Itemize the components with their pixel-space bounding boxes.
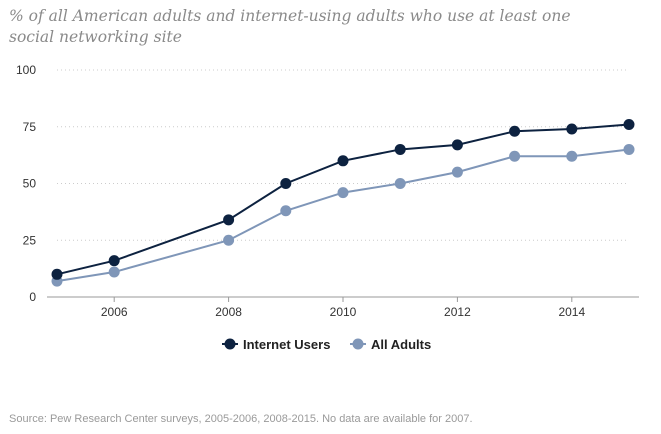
data-point-all-adults-2008 <box>223 234 235 246</box>
data-point-internet-users-2005 <box>51 268 63 280</box>
data-point-all-adults-2010 <box>337 187 349 199</box>
y-tick-label-100: 100 <box>16 63 36 77</box>
data-point-internet-users-2006 <box>108 255 120 267</box>
data-point-all-adults-2011 <box>394 178 406 189</box>
data-point-all-adults-2006 <box>108 266 120 278</box>
data-point-internet-users-2011 <box>394 143 406 155</box>
data-point-all-adults-2014 <box>566 150 578 162</box>
y-axis-ticks: 0 25 50 75 100 <box>16 63 36 304</box>
x-tick-label-2010: 2010 <box>330 305 357 319</box>
legend-marker-internet-users <box>224 338 236 350</box>
y-tick-label-0: 0 <box>29 290 36 304</box>
source-note: Source: Pew Research Center surveys, 200… <box>9 413 473 425</box>
x-axis-ticks: 2006 2008 2010 2012 2014 <box>101 297 585 319</box>
y-tick-label-25: 25 <box>23 233 37 247</box>
legend-label-all-adults: All Adults <box>371 337 431 352</box>
data-point-internet-users-2015 <box>623 118 635 130</box>
legend-label-internet-users: Internet Users <box>243 337 330 352</box>
x-tick-label-2008: 2008 <box>215 305 242 319</box>
data-point-internet-users-2013 <box>509 125 521 137</box>
data-point-internet-users-2008 <box>223 214 235 226</box>
legend-marker-all-adults <box>352 338 364 350</box>
data-point-all-adults-2013 <box>509 150 521 162</box>
data-point-internet-users-2014 <box>566 123 578 135</box>
data-point-internet-users-2012 <box>451 139 463 151</box>
data-point-all-adults-2015 <box>623 143 635 155</box>
y-tick-label-75: 75 <box>23 120 37 134</box>
legend: Internet Users All Adults <box>222 337 431 352</box>
data-point-all-adults-2012 <box>451 166 463 178</box>
series-line-all-adults <box>56 148 630 283</box>
data-point-internet-users-2009 <box>280 178 292 189</box>
data-point-all-adults-2009 <box>280 205 292 217</box>
chart-title: % of all American adults and internet-us… <box>9 7 571 46</box>
series-group <box>51 118 635 287</box>
x-tick-label-2006: 2006 <box>101 305 128 319</box>
y-tick-label-50: 50 <box>23 177 37 191</box>
x-tick-label-2014: 2014 <box>558 305 585 319</box>
x-tick-label-2012: 2012 <box>444 305 471 319</box>
gridlines <box>57 69 629 241</box>
series-line-internet-users <box>56 123 630 276</box>
data-point-internet-users-2010 <box>337 155 349 167</box>
